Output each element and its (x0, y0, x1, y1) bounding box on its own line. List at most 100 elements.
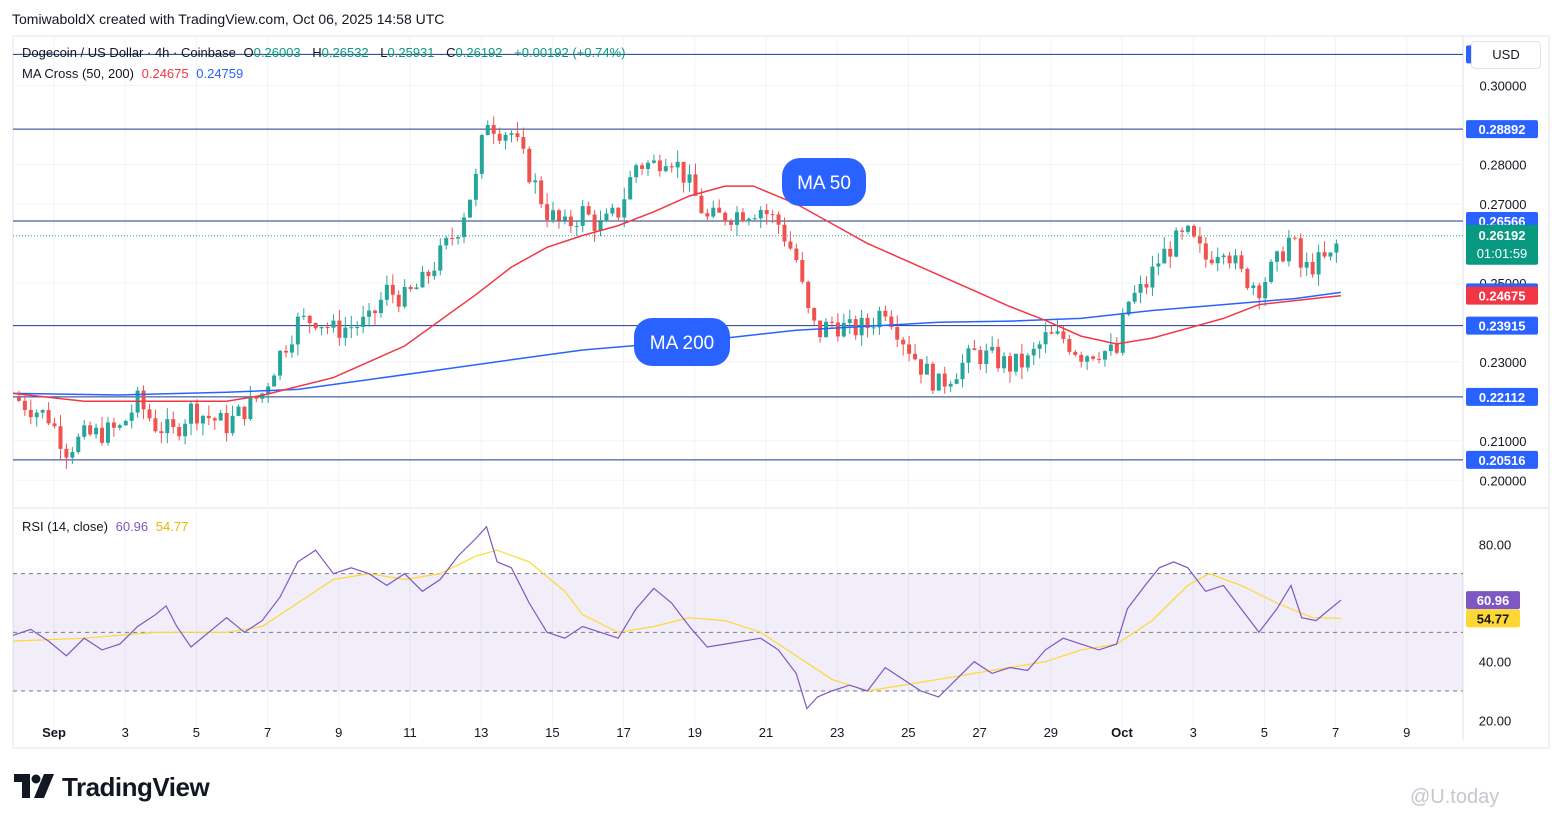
candle-down (28, 409, 33, 418)
level-tag (1466, 316, 1538, 335)
candle-down (1168, 248, 1173, 257)
candle-up (509, 133, 514, 135)
candle-down (390, 284, 395, 295)
candle-down (325, 327, 330, 329)
candle-down (16, 397, 21, 401)
candle-up (123, 420, 128, 426)
ma200-value: 0.24759 (196, 66, 244, 81)
candle-up (218, 412, 223, 421)
candle-down (22, 400, 27, 410)
ma200-annotation-text: MA 200 (650, 333, 714, 354)
candle-up (467, 199, 472, 218)
x-tick-label: 21 (759, 725, 773, 740)
candle-down (764, 210, 769, 215)
candle-down (1310, 261, 1315, 275)
candle-down (835, 322, 840, 337)
candle-down (640, 165, 645, 169)
currency-button[interactable]: USD (1471, 41, 1541, 69)
rsi-ma-tag (1466, 609, 1520, 628)
x-tick-label: 13 (474, 725, 488, 740)
candle-up (70, 452, 75, 458)
candle-up (580, 206, 585, 226)
low-label: L (380, 45, 388, 60)
candle-up (746, 218, 751, 222)
x-tick-label: 9 (1403, 725, 1410, 740)
candle-up (1251, 285, 1256, 288)
candle-up (230, 415, 235, 434)
candle-up (752, 218, 757, 220)
candle-up (331, 320, 336, 328)
candle-up (877, 310, 882, 328)
candle-down (1245, 268, 1250, 288)
rsi-value: 60.96 (115, 519, 149, 534)
candle-up (183, 423, 188, 437)
rsi-value-tag-text: 60.96 (1477, 593, 1510, 608)
candle-down (556, 210, 561, 221)
candle-up (278, 350, 283, 376)
candle-up (960, 362, 965, 380)
credit-text: TomiwaboldX created with TradingView.com… (12, 11, 445, 27)
candle-up (1025, 355, 1030, 368)
open-label: O (243, 45, 254, 60)
candle-down (942, 373, 947, 387)
candle-down (693, 174, 698, 196)
x-tick-label: 3 (122, 725, 129, 740)
rsi-pane (12, 525, 1463, 710)
candle-up (1275, 251, 1280, 262)
ma200-annotation (634, 318, 730, 366)
candle-down (254, 396, 259, 399)
candle-down (1257, 285, 1262, 299)
candle-down (657, 160, 662, 172)
ma50-annotation-text: MA 50 (797, 173, 851, 194)
candle-up (361, 316, 366, 327)
candle-down (913, 353, 918, 360)
candle-down (794, 248, 799, 260)
candle-up (966, 348, 971, 363)
rsi-label: RSI (14, close) (22, 519, 108, 534)
candle-up (1174, 230, 1179, 257)
candle-up (438, 245, 443, 271)
candle-down (1114, 344, 1119, 353)
candle-down (616, 207, 621, 218)
ma50-price-tag (1466, 286, 1538, 305)
candle-up (94, 427, 99, 435)
candle-up (456, 237, 461, 239)
candle-down (64, 448, 69, 458)
candle-up (936, 373, 941, 391)
last-price-tag (1466, 224, 1538, 265)
candle-down (568, 216, 573, 227)
y-tick-label: 0.21000 (1480, 434, 1527, 449)
rsi-tick-label: 80.00 (1479, 537, 1512, 552)
level-tag (1466, 450, 1538, 469)
candle-down (1239, 255, 1244, 269)
y-tick-label: 0.20000 (1480, 473, 1527, 488)
candle-up (432, 270, 437, 277)
candle-up (675, 161, 680, 168)
watermark-text: @U.today (1410, 786, 1500, 808)
candle-up (462, 217, 467, 238)
candle-down (337, 320, 342, 338)
close-group: C0.26192 (446, 45, 506, 60)
candle-up (1108, 344, 1113, 352)
candle-up (687, 174, 692, 183)
candle-up (574, 225, 579, 227)
candle-down (1091, 356, 1096, 359)
candle-down (194, 403, 199, 424)
candle-up (414, 287, 419, 290)
x-tick-label: 3 (1190, 725, 1197, 740)
ma50-line (12, 185, 1341, 403)
candle-up (76, 436, 81, 453)
utoday-watermark: @U.today (1410, 786, 1499, 809)
candle-up (1186, 225, 1191, 232)
candle-down (1298, 238, 1303, 268)
candle-up (645, 162, 650, 169)
candle-down (800, 259, 805, 282)
candle-up (634, 165, 639, 178)
tradingview-brand: TradingView (62, 772, 210, 802)
candle-down (1280, 251, 1285, 262)
candle-down (527, 148, 532, 183)
candle-down (699, 195, 704, 214)
candle-down (539, 180, 544, 205)
candle-down (1144, 283, 1149, 288)
